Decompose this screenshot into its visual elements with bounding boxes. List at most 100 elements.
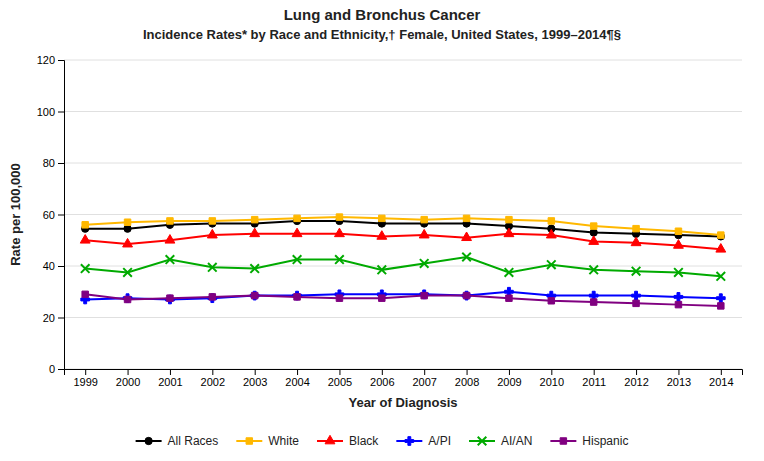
point: [294, 294, 300, 300]
point: [505, 268, 514, 277]
x-axis: 1999200020012002200320042005200620072008…: [65, 369, 743, 388]
tick-label: 20: [43, 312, 55, 324]
tick-mark: [509, 369, 510, 375]
series: [82, 214, 724, 239]
point: [589, 266, 598, 275]
point: [208, 263, 217, 272]
grid-line: [64, 214, 742, 215]
tick-label: 2012: [624, 376, 648, 388]
tick-mark: [58, 266, 64, 267]
point: [377, 231, 387, 240]
tick: 60: [43, 209, 64, 221]
tick-label: 1999: [73, 376, 97, 388]
point: [209, 218, 215, 224]
point: [718, 232, 724, 238]
line: [85, 294, 721, 306]
point: [123, 268, 132, 277]
tick-label: 60: [43, 209, 55, 221]
point: [167, 295, 173, 301]
grid-line: [64, 111, 742, 112]
tick-mark: [297, 369, 298, 375]
legend-marker: [325, 435, 335, 444]
tick-mark: [170, 369, 171, 375]
tick: 40: [43, 260, 64, 272]
point: [463, 292, 469, 298]
point: [716, 294, 725, 303]
tick-label: 40: [43, 260, 55, 272]
legend-marker: [145, 437, 152, 444]
legend-label: AI/AN: [501, 434, 532, 448]
point: [378, 266, 387, 275]
tick-label: 2003: [243, 376, 267, 388]
point: [336, 214, 342, 220]
tick-mark: [58, 112, 64, 113]
point: [81, 264, 90, 273]
point: [250, 228, 260, 237]
point: [633, 300, 639, 306]
point: [166, 295, 175, 304]
tick-label: 2000: [116, 376, 140, 388]
series: [81, 253, 725, 281]
point: [251, 292, 257, 298]
tick-mark: [467, 369, 468, 375]
legend-label: All Races: [168, 434, 219, 448]
tick: 2000: [116, 369, 140, 388]
legend-item: Hispanic: [550, 434, 628, 448]
point: [379, 215, 385, 221]
tick: 2008: [455, 369, 479, 388]
point: [462, 291, 471, 300]
point: [590, 299, 596, 305]
point: [716, 244, 726, 253]
legend-item: All Races: [136, 434, 219, 448]
point: [675, 301, 681, 307]
point: [82, 291, 88, 297]
tick: 2012: [624, 369, 648, 388]
point: [674, 268, 683, 277]
point: [124, 225, 131, 232]
line: [85, 257, 721, 276]
point: [292, 228, 302, 237]
tick-label: 0: [49, 363, 55, 375]
tick: 100: [37, 106, 64, 118]
point: [462, 253, 471, 262]
point: [463, 215, 469, 221]
point: [124, 296, 130, 302]
tick-mark: [255, 369, 256, 375]
tick: 20: [43, 312, 64, 324]
tick-label: 2008: [455, 376, 479, 388]
x-axis-label: Year of Diagnosis: [348, 395, 457, 410]
tick-mark: [594, 369, 595, 375]
plot: 1999200020012002200320042005200620072008…: [8, 54, 743, 410]
point: [632, 291, 641, 300]
tick: 2004: [285, 369, 309, 388]
point: [336, 295, 342, 301]
point: [547, 260, 556, 269]
grid-line: [64, 317, 742, 318]
tick: 2011: [582, 369, 606, 388]
title: Lung and Bronchus Cancer: [284, 6, 481, 23]
tick-label: 2010: [540, 376, 564, 388]
point: [420, 290, 429, 299]
grid-line: [64, 60, 742, 61]
point: [506, 295, 512, 301]
chart: Lung and Bronchus CancerIncidence Rates*…: [0, 0, 764, 461]
tick-mark: [721, 369, 722, 375]
tick-mark: [678, 369, 679, 375]
line: [85, 234, 721, 249]
point: [335, 228, 345, 237]
point: [718, 303, 724, 309]
series: [82, 291, 724, 309]
tick: 2014: [709, 369, 733, 388]
tick: 2007: [412, 369, 436, 388]
y-axis-label: Rate per 100,000: [8, 163, 23, 266]
tick: 2013: [667, 369, 691, 388]
tick-mark: [424, 369, 425, 375]
tick-label: 2007: [412, 376, 436, 388]
legend-item: Black: [317, 434, 379, 448]
tick-label: 2004: [285, 376, 309, 388]
point: [548, 218, 554, 224]
point: [675, 228, 681, 234]
legend-marker: [246, 438, 252, 444]
point: [419, 229, 429, 238]
legend-marker: [560, 438, 566, 444]
